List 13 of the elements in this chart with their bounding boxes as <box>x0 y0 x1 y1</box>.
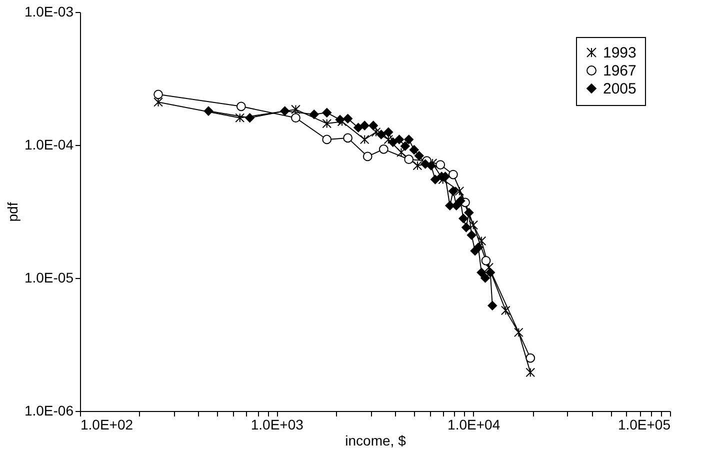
x-tick-label: 1.0E+04 <box>448 416 500 432</box>
y-tick-label: 1.0E-04 <box>24 136 74 152</box>
y-tick-label: 1.0E-03 <box>24 4 74 20</box>
x-tick-label: 1.0E+02 <box>80 416 134 432</box>
x-tick-label: 1.0E+05 <box>618 416 671 432</box>
y-axis-title: pdf <box>4 202 20 222</box>
legend-label: 1967 <box>603 62 636 80</box>
x-tick-label: 1.0E+03 <box>250 416 304 432</box>
y-tick-label: 1.0E-06 <box>24 402 74 418</box>
y-tick-label: 1.0E-05 <box>24 270 74 286</box>
x-axis-title: income, $ <box>345 432 406 448</box>
legend-label: 1993 <box>603 44 636 62</box>
legend-label: 2005 <box>603 80 636 98</box>
